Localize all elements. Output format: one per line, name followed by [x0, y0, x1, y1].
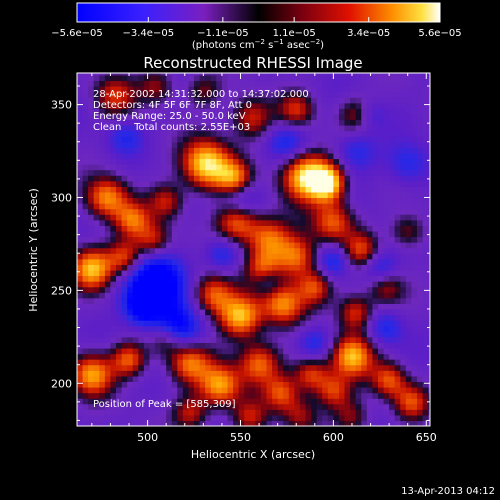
colorbar-units: (photons cm−2 s−1 asec−2) [192, 38, 324, 51]
x-axis-label: Heliocentric X (arcsec) [191, 448, 315, 461]
y-tick-label: 200 [51, 377, 72, 390]
y-tick-label: 250 [51, 284, 72, 297]
annotation-clean: Clean Total counts: 2.55E+03 [93, 122, 250, 133]
y-axis-label: Heliocentric Y (arcsec) [27, 188, 40, 312]
annotation-peak: Position of Peak = [585,309] [93, 399, 236, 410]
chart-title: Reconstructed RHESSI Image [143, 54, 362, 72]
annotation-time-range: 28-Apr-2002 14:31:32.000 to 14:37:02.000 [93, 89, 309, 100]
colorbar [76, 2, 441, 23]
colorbar-tick-label: −5.6e−05 [51, 28, 103, 39]
annotation-energy: Energy Range: 25.0 - 50.0 keV [93, 111, 246, 122]
axes: 500 550 600 650 200 250 300 350 [51, 73, 437, 444]
y-tick-label: 300 [51, 191, 72, 204]
colorbar-tick-label: −3.4e−05 [123, 28, 175, 39]
colorbar-tick-label: 1.1e−05 [273, 28, 316, 39]
footer-date: 13-Apr-2013 04:12 [401, 486, 495, 497]
y-tick-label: 350 [51, 99, 72, 112]
plot-frame [76, 72, 431, 427]
annotation-detectors: Detectors: 4F 5F 6F 7F 8F, Att 0 [93, 100, 252, 111]
colorbar-ticks: −5.6e−05 −3.4e−05 −1.1e−05 1.1e−05 3.4e−05 5.… [51, 17, 462, 39]
colorbar-tick-label: −1.1e−05 [197, 28, 249, 39]
x-tick-label: 600 [323, 431, 344, 444]
colorbar-tick-label: 3.4e−05 [347, 28, 390, 39]
x-tick-label: 650 [416, 431, 437, 444]
x-tick-label: 500 [137, 431, 158, 444]
heatmap-image [77, 73, 430, 426]
colorbar-tick-label: 5.6e−05 [418, 28, 461, 39]
x-tick-label: 550 [230, 431, 251, 444]
